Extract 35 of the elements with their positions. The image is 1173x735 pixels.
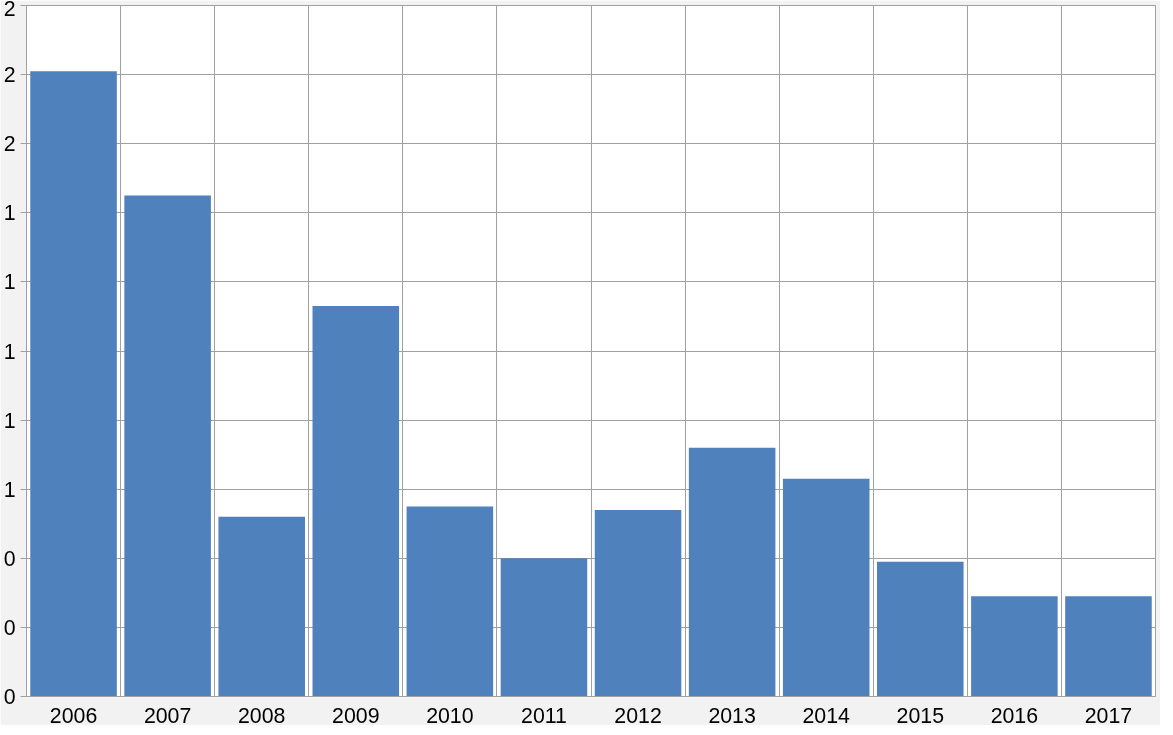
y-tick-label: 2 [3,132,16,157]
x-tick-label: 2008 [237,703,286,728]
bar [30,71,117,697]
bar [782,478,870,697]
x-tick-label: 2009 [332,703,380,728]
x-tick-label: 2015 [896,703,945,728]
y-tick-label: 2 [3,0,16,21]
x-tick-label: 2013 [708,703,756,728]
bar [406,506,494,697]
x-tick-label: 2014 [802,703,851,728]
y-tick-label: 0 [3,546,16,571]
x-tick-label: 2010 [426,703,474,728]
x-tick-label: 2006 [49,703,98,728]
y-tick-label: 1 [3,339,16,364]
bar [594,509,682,697]
bar [124,195,211,697]
y-tick-label: 2 [3,63,16,88]
bar [877,561,964,697]
bar [1065,596,1152,697]
bar [218,516,305,697]
y-tick-label: 1 [3,270,16,295]
x-tick-label: 2017 [1084,703,1133,728]
y-tick-label: 1 [3,408,16,433]
x-tick-label: 2007 [143,703,192,728]
y-tick-label: 1 [3,477,16,502]
x-tick-label: 2012 [614,703,662,728]
bar [688,447,776,697]
bar [312,306,400,697]
y-tick-label: 1 [3,201,16,226]
y-tick-label: 0 [3,685,16,709]
x-tick-label: 2011 [521,703,567,728]
x-tick-label: 2016 [990,703,1039,728]
bar [500,558,588,697]
y-tick-label: 0 [3,615,16,640]
bar [971,596,1058,697]
